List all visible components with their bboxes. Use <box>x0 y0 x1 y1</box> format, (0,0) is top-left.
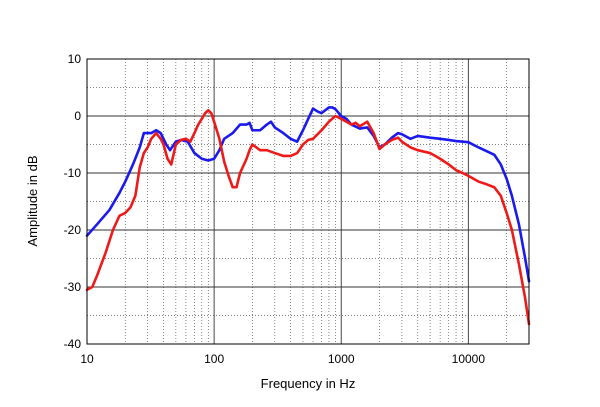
x-tick-label: 10000 <box>452 352 486 366</box>
y-tick-label: -20 <box>64 223 82 237</box>
y-axis-label: Amplitude in dB <box>25 155 40 246</box>
y-tick-label: -40 <box>64 337 82 351</box>
x-tick-label: 100 <box>204 352 224 366</box>
y-tick-label: -10 <box>64 166 82 180</box>
x-tick-labels: 10 100 1000 10000 <box>80 352 485 366</box>
y-tick-label: 10 <box>68 52 82 66</box>
x-tick-label: 10 <box>80 352 94 366</box>
grid-major <box>87 59 529 344</box>
x-axis-label: Frequency in Hz <box>261 376 356 391</box>
y-tick-labels: 10 0 -10 -20 -30 -40 <box>64 52 82 351</box>
plot-frame <box>86 58 530 345</box>
curves <box>85 106 531 326</box>
y-tick-label: 0 <box>74 109 81 123</box>
response-curve-red <box>85 109 531 326</box>
x-tick-label: 1000 <box>328 352 355 366</box>
grid-minor <box>87 59 529 344</box>
y-tick-label: -30 <box>64 280 82 294</box>
response-curve-blue <box>85 106 531 283</box>
